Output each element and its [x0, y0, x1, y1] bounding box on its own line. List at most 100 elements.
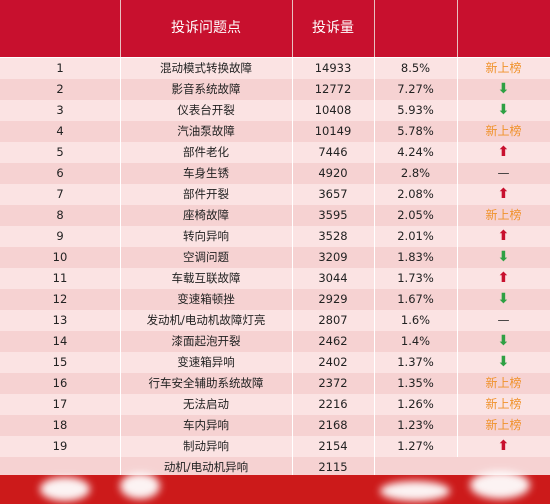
table-row: 15 变速箱异响 2402 1.37% ⬇	[0, 352, 550, 373]
column-divider	[374, 184, 375, 205]
percent-cell: 1.73%	[397, 271, 434, 285]
count-cell: 3657	[318, 187, 348, 201]
arrow-down-icon: ⬇	[497, 291, 510, 307]
count-cell: 2168	[318, 418, 348, 432]
table-row: 3 仪表台开裂 10408 5.93% ⬇	[0, 100, 550, 121]
new-entry-badge: 新上榜	[485, 397, 522, 411]
column-divider	[120, 352, 121, 373]
column-divider	[457, 58, 458, 79]
column-divider	[457, 142, 458, 163]
percent-cell: 4.24%	[397, 145, 434, 159]
table-row: 14 漆面起泡开裂 2462 1.4% ⬇	[0, 331, 550, 352]
header-pct	[374, 0, 457, 57]
column-divider	[374, 394, 375, 415]
column-divider	[457, 100, 458, 121]
trend-cell: ⬆	[457, 268, 550, 289]
column-divider	[120, 205, 121, 226]
column-divider	[374, 415, 375, 436]
header-issue: 投诉问题点	[171, 20, 241, 36]
new-entry-badge: 新上榜	[485, 376, 522, 390]
issue-cell: 影音系统故障	[171, 82, 241, 96]
column-divider	[292, 289, 293, 310]
trend-cell: ⬇	[457, 79, 550, 100]
count-cell: 2462	[318, 334, 348, 348]
table-row: 6 车身生锈 4920 2.8% —	[0, 163, 550, 184]
issue-cell: 空调问题	[183, 250, 229, 264]
column-divider	[457, 415, 458, 436]
column-divider	[457, 373, 458, 394]
percent-cell: 1.26%	[397, 397, 434, 411]
count-cell: 3209	[318, 250, 348, 264]
column-divider	[374, 352, 375, 373]
blurred-overlay	[40, 477, 90, 501]
column-divider	[292, 415, 293, 436]
table-row-partial: 动机/电动机异响 2115	[0, 457, 550, 478]
table-row: 9 转向异响 3528 2.01% ⬆	[0, 226, 550, 247]
column-divider	[292, 331, 293, 352]
arrow-down-icon: ⬇	[497, 102, 510, 118]
rank-cell: 8	[56, 208, 64, 222]
arrow-down-icon: ⬇	[497, 249, 510, 265]
new-entry-badge: 新上榜	[485, 208, 522, 222]
rank-cell: 14	[52, 334, 68, 348]
header-divider	[292, 0, 293, 57]
column-divider	[457, 352, 458, 373]
trend-cell: 新上榜	[457, 121, 550, 142]
percent-cell: 1.23%	[397, 418, 434, 432]
column-divider	[292, 58, 293, 79]
count-cell: 12772	[314, 82, 352, 96]
table-row: 10 空调问题 3209 1.83% ⬇	[0, 247, 550, 268]
table-row: 1 混动模式转换故障 14933 8.5% 新上榜	[0, 58, 550, 79]
column-divider	[457, 163, 458, 184]
percent-cell: 2.05%	[397, 208, 434, 222]
new-entry-badge: 新上榜	[485, 61, 522, 75]
trend-cell: ⬇	[457, 289, 550, 310]
rank-cell: 18	[52, 418, 68, 432]
header-rank	[0, 0, 120, 57]
count-cell: 10408	[314, 103, 352, 117]
blurred-overlay	[380, 481, 450, 501]
header-count: 投诉量	[312, 20, 354, 36]
arrow-up-icon: ⬆	[497, 186, 510, 202]
issue-cell: 转向异响	[183, 229, 229, 243]
rank-cell: 6	[56, 166, 64, 180]
trend-cell: ⬆	[457, 226, 550, 247]
trend-cell: ⬇	[457, 100, 550, 121]
column-divider	[120, 331, 121, 352]
percent-cell: 8.5%	[400, 61, 431, 75]
column-divider	[120, 457, 121, 478]
rank-cell: 2	[56, 82, 64, 96]
issue-cell: 发动机/电动机故障灯亮	[146, 313, 266, 327]
count-cell: 10149	[314, 124, 352, 138]
rank-cell: 3	[56, 103, 64, 117]
trend-cell: ⬇	[457, 352, 550, 373]
trend-cell: ⬇	[457, 247, 550, 268]
arrow-up-icon: ⬆	[497, 228, 510, 244]
column-divider	[292, 373, 293, 394]
column-divider	[120, 142, 121, 163]
table-row: 12 变速箱顿挫 2929 1.67% ⬇	[0, 289, 550, 310]
column-divider	[374, 121, 375, 142]
column-divider	[120, 121, 121, 142]
rank-cell: 13	[52, 313, 68, 327]
column-divider	[374, 142, 375, 163]
column-divider	[374, 457, 375, 478]
rank-cell: 15	[52, 355, 68, 369]
issue-cell: 车身生锈	[183, 166, 229, 180]
rank-cell: 16	[52, 376, 68, 390]
column-divider	[120, 247, 121, 268]
count-cell: 2929	[318, 292, 348, 306]
column-divider	[292, 142, 293, 163]
column-divider	[292, 394, 293, 415]
header-divider	[120, 0, 121, 57]
column-divider	[374, 79, 375, 100]
column-divider	[120, 289, 121, 310]
count-cell: 2807	[318, 313, 348, 327]
trend-cell: 新上榜	[457, 58, 550, 79]
issue-cell: 部件老化	[183, 145, 229, 159]
count-cell: 4920	[318, 166, 348, 180]
trend-cell: —	[457, 163, 550, 184]
blurred-overlay	[470, 471, 530, 499]
count-cell: 2402	[318, 355, 348, 369]
column-divider	[374, 268, 375, 289]
